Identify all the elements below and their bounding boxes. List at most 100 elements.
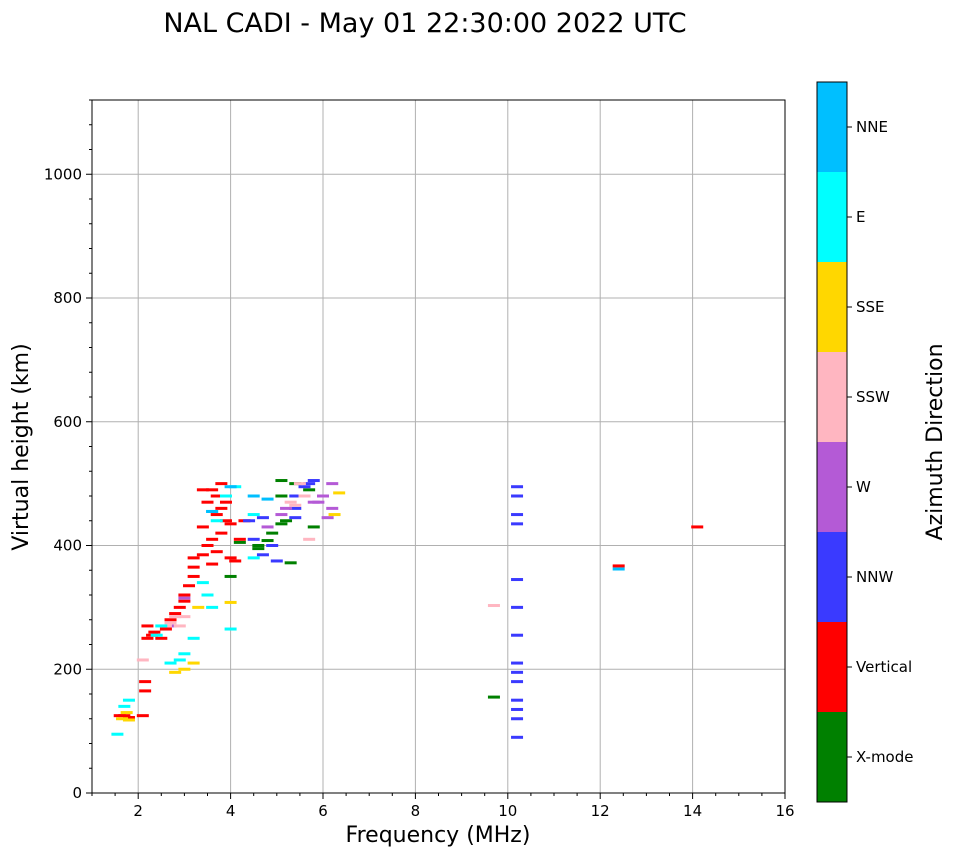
echo-point-vertical (224, 556, 237, 560)
colorbar-label: Azimuth Direction (923, 343, 948, 540)
colorbar-segment (817, 622, 847, 712)
echo-point-ssw (487, 604, 500, 608)
ticks: 2 4 6 8 10 12 14 16 0 200 400 600 800 1000 (44, 99, 795, 820)
colorbar-tick-label: NNE (856, 118, 888, 136)
echo-point-nne (261, 497, 274, 501)
y-tick-label: 0 (72, 784, 82, 802)
echo-point-e (118, 704, 131, 708)
echo-point-vertical (183, 584, 196, 588)
echo-point-vertical (122, 716, 135, 720)
echo-point-sse (328, 513, 341, 517)
x-tick-label: 10 (498, 802, 517, 820)
y-tick-label: 1000 (44, 165, 82, 183)
echo-point-vertical (178, 599, 191, 603)
echo-point-nnw (289, 494, 302, 498)
x-tick-label: 16 (775, 802, 794, 820)
echo-point-nnw (511, 522, 524, 526)
colorbar-segment (817, 532, 847, 622)
echo-point-nne (612, 567, 625, 571)
echo-point-nnw (511, 735, 524, 739)
echo-point-ssw (293, 482, 306, 486)
y-tick-label: 800 (53, 289, 82, 307)
echo-point-ssw (298, 494, 311, 498)
echo-point-e (173, 658, 186, 662)
echo-point-nnw (511, 661, 524, 665)
echo-point-x-mode (252, 547, 265, 551)
echo-point-nnw (266, 544, 279, 547)
echo-point-nnw (511, 513, 524, 517)
colorbar-segment (817, 82, 847, 172)
x-tick-label: 2 (133, 802, 143, 820)
echo-point-ssw (284, 500, 297, 504)
echo-point-vertical (196, 553, 209, 557)
echo-point-vertical (164, 618, 177, 622)
echo-point-vertical (187, 574, 200, 578)
echo-point-vertical (141, 624, 154, 628)
echo-point-nnw (511, 485, 524, 489)
echo-point-vertical (219, 519, 232, 523)
echo-point-vertical (210, 494, 223, 498)
y-axis-label: Virtual height (km) (9, 343, 34, 550)
echo-point-e (247, 513, 260, 517)
echo-point-x-mode (275, 494, 288, 498)
echo-point-vertical (229, 559, 242, 563)
echo-point-ssw (169, 615, 182, 619)
echo-point-nnw (511, 633, 524, 637)
echo-point-vertical (206, 488, 219, 492)
echo-point-x-mode (266, 531, 279, 535)
echo-point-w (312, 500, 325, 504)
echo-point-w (275, 513, 288, 517)
echo-point-sse (178, 667, 191, 671)
echo-point-nnw (247, 537, 260, 541)
echo-point-e (150, 633, 163, 637)
echo-point-nnw (511, 578, 524, 582)
echo-point-nnw (511, 698, 524, 702)
y-tick-label: 400 (53, 537, 82, 555)
echo-point-e (155, 624, 168, 628)
echo-point-x-mode (280, 519, 293, 523)
colorbar-tick-label: W (856, 478, 871, 496)
echo-point-vertical (219, 500, 232, 504)
echo-point-ssw (173, 624, 186, 628)
echo-point-nnw (307, 479, 320, 483)
echo-point-nnw (256, 516, 269, 520)
echo-point-e (111, 732, 124, 736)
echo-point-nnw (511, 605, 524, 609)
echo-point-vertical (159, 627, 172, 631)
echo-point-vertical (155, 636, 168, 640)
echo-point-vertical (224, 522, 237, 526)
echo-point-nnw (511, 670, 524, 674)
echo-point-w (178, 596, 191, 600)
echo-point-x-mode (224, 574, 237, 578)
echo-point-vertical (201, 544, 214, 547)
echo-point-vertical (215, 531, 228, 535)
echo-point-sse (169, 670, 182, 674)
echo-point-e (224, 627, 237, 631)
echo-point-vertical (206, 562, 219, 566)
data-layer (111, 479, 704, 739)
echo-point-sse (224, 600, 237, 604)
echo-point-vertical (139, 680, 152, 684)
echo-point-nne (224, 485, 237, 489)
colorbar-tick-label: E (856, 208, 865, 226)
echo-point-nnw (303, 482, 316, 486)
x-tick-label: 4 (226, 802, 236, 820)
echo-point-nnw (511, 717, 524, 721)
echo-point-e (247, 556, 260, 560)
echo-point-vertical (141, 636, 154, 640)
colorbar-frame (816, 81, 848, 803)
echo-point-sse (122, 718, 135, 722)
colorbar-tick-label: SSW (856, 388, 890, 406)
x-axis-label: Frequency (MHz) (346, 823, 531, 848)
echo-point-w (326, 482, 339, 486)
colorbar-tick-label: NNW (856, 568, 893, 586)
colorbar-segment (817, 352, 847, 442)
echo-point-nnw (289, 506, 302, 510)
echo-point-e (122, 698, 135, 702)
echo-point-vertical (201, 500, 214, 504)
x-tick-label: 6 (318, 802, 328, 820)
echo-point-nnw (511, 494, 524, 498)
echo-point-sse (187, 661, 200, 665)
echo-point-nnw (289, 516, 302, 520)
